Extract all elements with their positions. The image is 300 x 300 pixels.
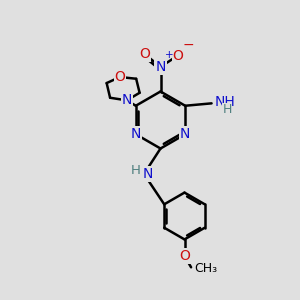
Text: N: N xyxy=(180,127,190,141)
Text: +: + xyxy=(165,50,173,60)
Text: H: H xyxy=(131,164,140,177)
Text: O: O xyxy=(140,47,150,61)
Text: N: N xyxy=(155,60,166,74)
Text: O: O xyxy=(115,70,125,84)
Text: N: N xyxy=(130,127,141,141)
Text: H: H xyxy=(223,103,232,116)
Text: N: N xyxy=(122,93,132,107)
Text: O: O xyxy=(172,49,183,62)
Text: CH₃: CH₃ xyxy=(194,262,217,275)
Text: −: − xyxy=(183,38,195,52)
Text: O: O xyxy=(179,249,190,263)
Text: N: N xyxy=(142,167,153,181)
Text: NH: NH xyxy=(214,95,235,109)
